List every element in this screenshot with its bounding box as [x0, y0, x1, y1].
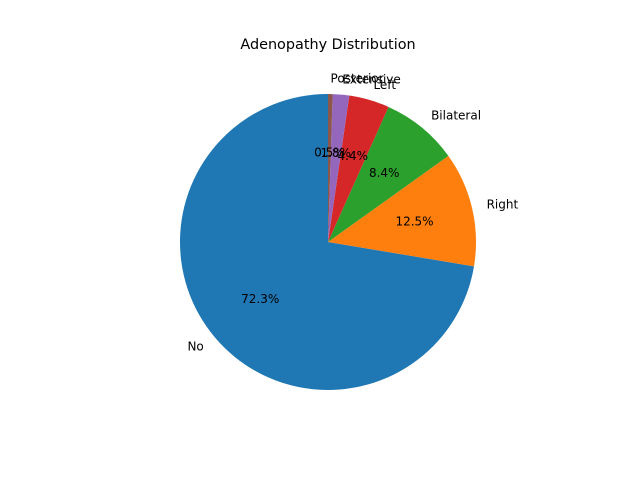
slice-label-posterior: Posterior: [331, 72, 384, 86]
percent-label-posterior: 0.5%: [314, 146, 345, 160]
pie-slice-left: [328, 95, 389, 242]
percent-label-left: 4.4%: [338, 149, 369, 163]
pie-slice-posterior: [328, 94, 333, 242]
pie-slices: [180, 94, 476, 391]
percent-label-extensive: 1.8%: [321, 146, 352, 160]
slice-label-extensive: Extensive: [342, 72, 400, 86]
pie-slice-bilateral: [328, 106, 449, 242]
chart-title: Adenopathy Distribution: [240, 37, 415, 53]
pie-slice-no: [180, 94, 474, 391]
percent-label-right: 12.5%: [395, 214, 433, 228]
percent-label-no: 72.3%: [241, 292, 279, 306]
slice-label-bilateral: Bilateral: [431, 108, 481, 122]
pie-labels: No 72.3% Right 12.5% Bilateral 8.4% Left 4.4% Ex…: [187, 72, 518, 354]
slice-label-right: Right: [487, 198, 519, 212]
percent-label-bilateral: 8.4%: [369, 166, 400, 180]
slice-label-left: Left: [373, 78, 396, 92]
slice-label-no: No: [187, 340, 203, 354]
pie-slice-extensive: [328, 94, 350, 242]
pie-slice-right: [328, 155, 476, 267]
